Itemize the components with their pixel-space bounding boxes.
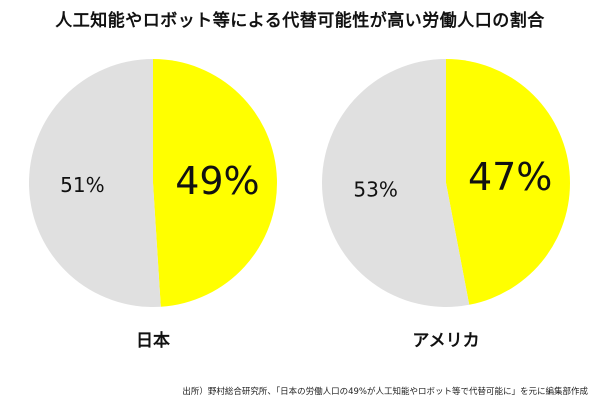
pie-value-label-usa-0: 47% bbox=[468, 155, 552, 199]
pie-label-usa: アメリカ bbox=[412, 331, 480, 351]
pie-slice-japan-1 bbox=[28, 59, 161, 308]
pie-value-label-japan-1: 51% bbox=[60, 173, 104, 197]
pie-slice-usa-1 bbox=[322, 59, 470, 308]
pie-label-japan: 日本 bbox=[136, 331, 170, 351]
pie-slice-usa-0 bbox=[446, 59, 570, 305]
pie-value-label-usa-1: 53% bbox=[353, 178, 397, 202]
source-note: 出所）野村総合研究所、「日本の労働人口の49%が人工知能やロボット等で代替可能に… bbox=[182, 387, 588, 397]
pie-value-label-japan-0: 49% bbox=[175, 159, 259, 203]
pie-slice-japan-0 bbox=[153, 59, 277, 307]
chart-title: 人工知能やロボット等による代替可能性が高い労働人口の割合 bbox=[55, 11, 545, 31]
